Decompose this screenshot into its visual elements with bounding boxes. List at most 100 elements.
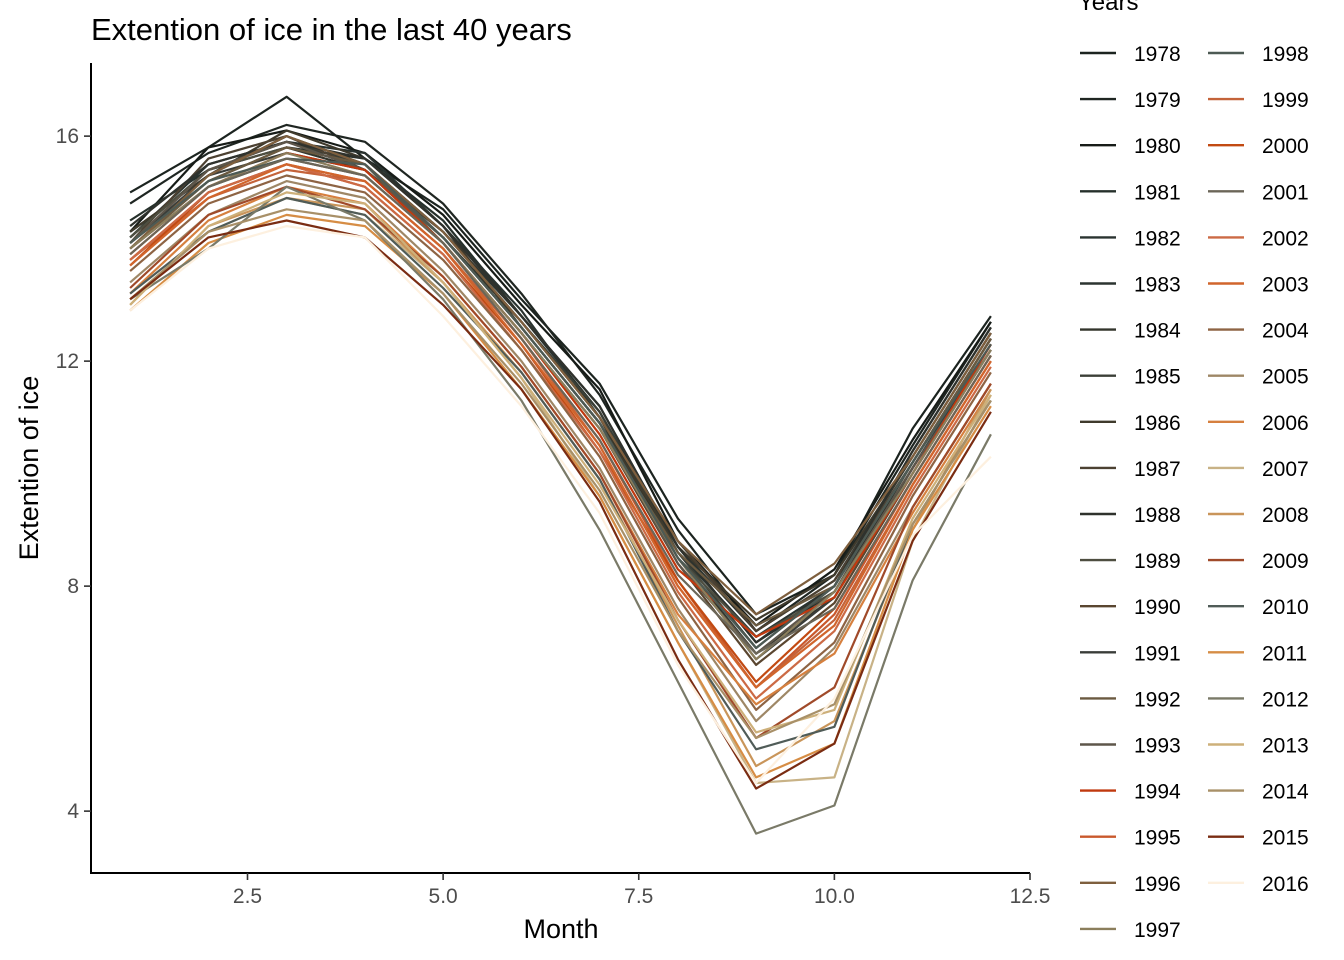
legend-label: 2006 xyxy=(1262,412,1309,435)
legend-item-1989: 1989 xyxy=(1080,550,1181,573)
legend-label: 2009 xyxy=(1262,550,1309,573)
legend-label: 2002 xyxy=(1262,227,1309,250)
legend-item-1981: 1981 xyxy=(1080,181,1181,204)
y-axis-ticks: 4 8 12 16 xyxy=(56,125,91,823)
y-tick-label: 4 xyxy=(67,800,79,823)
x-tick-label: 10.0 xyxy=(814,885,855,908)
series-line-2015 xyxy=(129,219,992,790)
series-lines xyxy=(129,95,992,835)
legend-item-2007: 2007 xyxy=(1208,458,1309,481)
legend-item-1987: 1987 xyxy=(1080,458,1181,481)
legend-item-1999: 1999 xyxy=(1208,89,1309,112)
legend-item-1978: 1978 xyxy=(1080,43,1181,66)
legend-item-2004: 2004 xyxy=(1208,320,1309,343)
legend-label: 1997 xyxy=(1134,919,1181,942)
x-tick-label: 5.0 xyxy=(429,885,458,908)
legend-item-1994: 1994 xyxy=(1080,781,1181,804)
series-line-2009 xyxy=(129,185,992,740)
legend-item-1982: 1982 xyxy=(1080,227,1181,250)
legend-label: 2016 xyxy=(1262,873,1309,896)
legend-label: 1982 xyxy=(1134,227,1181,250)
legend-item-1980: 1980 xyxy=(1080,135,1181,158)
legend-label: 1985 xyxy=(1134,366,1181,389)
legend-label: 2007 xyxy=(1262,458,1309,481)
legend-item-2006: 2006 xyxy=(1208,412,1309,435)
legend-label: 1980 xyxy=(1134,135,1181,158)
series-line-2013 xyxy=(129,191,992,734)
series-line-2003 xyxy=(129,163,992,689)
series-line-1978 xyxy=(129,95,992,616)
legend-label: 2004 xyxy=(1262,320,1309,343)
legend-label: 1994 xyxy=(1134,781,1181,804)
legend-label: 1983 xyxy=(1134,274,1181,297)
legend-item-2011: 2011 xyxy=(1208,642,1307,665)
legend-item-2013: 2013 xyxy=(1208,735,1309,758)
legend-item-2016: 2016 xyxy=(1208,873,1309,896)
legend-label: 2000 xyxy=(1262,135,1309,158)
chart-title: Extention of ice in the last 40 years xyxy=(91,12,572,47)
series-line-2016 xyxy=(129,225,992,785)
legend-label: 2003 xyxy=(1262,274,1309,297)
legend-title: Years xyxy=(1078,0,1139,16)
series-line-2007 xyxy=(129,196,992,785)
legend-label: 1979 xyxy=(1134,89,1181,112)
legend-item-1984: 1984 xyxy=(1080,320,1181,343)
legend-label: 1981 xyxy=(1134,181,1181,204)
legend-item-2012: 2012 xyxy=(1208,688,1309,711)
legend-item-1997: 1997 xyxy=(1080,919,1181,942)
legend-label: 1993 xyxy=(1134,735,1181,758)
legend-item-1995: 1995 xyxy=(1080,827,1181,850)
legend-item-2003: 2003 xyxy=(1208,274,1309,297)
x-tick-label: 7.5 xyxy=(624,885,653,908)
legend-label: 2012 xyxy=(1262,688,1309,711)
y-tick-label: 8 xyxy=(67,575,79,598)
legend-item-2014: 2014 xyxy=(1208,781,1309,804)
legend-item-2001: 2001 xyxy=(1208,181,1309,204)
legend-label: 2005 xyxy=(1262,366,1309,389)
legend-label: 1990 xyxy=(1134,596,1181,619)
y-axis-title: Extention of ice xyxy=(14,376,44,561)
legend-item-1983: 1983 xyxy=(1080,274,1181,297)
series-line-2008 xyxy=(129,196,992,768)
legend-item-2002: 2002 xyxy=(1208,227,1309,250)
legend-label: 2001 xyxy=(1262,181,1309,204)
y-tick-label: 16 xyxy=(56,125,79,148)
series-line-2005 xyxy=(129,180,992,723)
legend-label: 1996 xyxy=(1134,873,1181,896)
legend-label: 2013 xyxy=(1262,735,1309,758)
legend-item-1993: 1993 xyxy=(1080,735,1181,758)
legend-label: 2015 xyxy=(1262,827,1309,850)
legend-item-2005: 2005 xyxy=(1208,366,1309,389)
legend-item-1985: 1985 xyxy=(1080,366,1181,389)
legend-item-2009: 2009 xyxy=(1208,550,1309,573)
legend-item-1992: 1992 xyxy=(1080,688,1181,711)
legend-items: 1978 1979 1980 1981 1982 1983 1984 1985 1986 1987… xyxy=(1080,43,1309,942)
legend-label: 2008 xyxy=(1262,504,1309,527)
x-axis-title: Month xyxy=(523,914,598,944)
legend-item-1996: 1996 xyxy=(1080,873,1181,896)
legend: Years 1978197919801981198219831984198519… xyxy=(1078,0,1309,942)
legend-item-1991: 1991 xyxy=(1080,642,1181,665)
legend-item-2000: 2000 xyxy=(1208,135,1309,158)
legend-label: 1984 xyxy=(1134,320,1181,343)
legend-label: 1995 xyxy=(1134,827,1181,850)
legend-item-2008: 2008 xyxy=(1208,504,1309,527)
series-line-1996 xyxy=(129,135,992,616)
legend-label: 1989 xyxy=(1134,550,1181,573)
series-line-1999 xyxy=(129,168,992,689)
legend-item-1998: 1998 xyxy=(1208,43,1309,66)
x-tick-label: 2.5 xyxy=(233,885,262,908)
legend-item-2010: 2010 xyxy=(1208,596,1309,619)
series-line-2012 xyxy=(129,185,992,835)
legend-label: 2014 xyxy=(1262,781,1309,804)
y-tick-label: 12 xyxy=(56,350,79,373)
series-line-1997 xyxy=(129,151,992,661)
legend-label: 1986 xyxy=(1134,412,1181,435)
legend-label: 1991 xyxy=(1134,642,1181,665)
legend-item-1988: 1988 xyxy=(1080,504,1181,527)
legend-label: 1998 xyxy=(1262,43,1309,66)
series-line-2014 xyxy=(129,208,992,740)
legend-label: 1999 xyxy=(1262,89,1309,112)
series-line-2010 xyxy=(129,196,992,751)
